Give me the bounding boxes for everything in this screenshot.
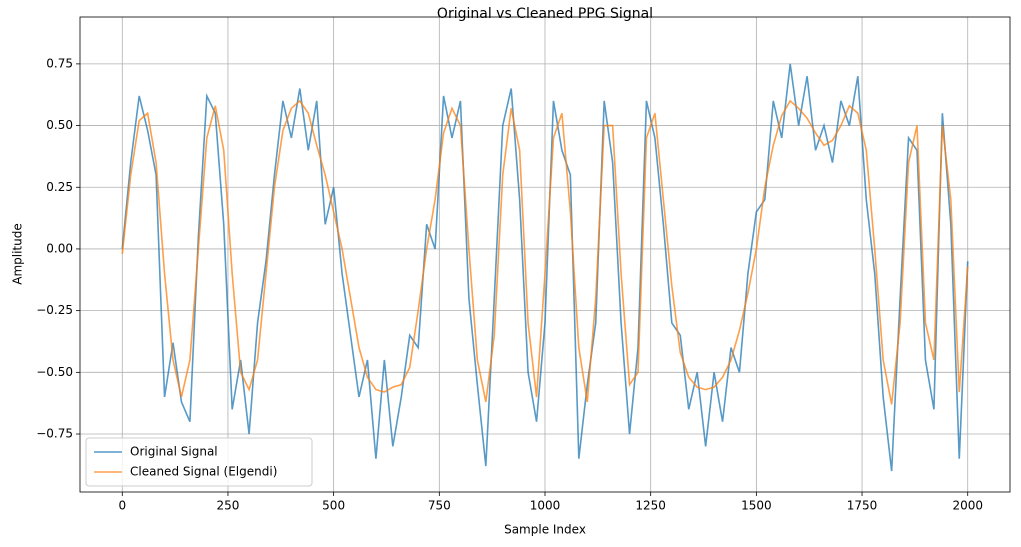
y-tick-label: 0.25 xyxy=(46,180,73,194)
x-tick-label: 750 xyxy=(428,499,451,513)
plot-frame xyxy=(79,16,1011,493)
x-tick-label: 250 xyxy=(217,499,240,513)
legend-label: Cleaned Signal (Elgendi) xyxy=(130,465,277,479)
y-tick-label: 0.50 xyxy=(46,118,73,132)
x-tick-label: 1500 xyxy=(741,499,772,513)
x-tick-label: 0 xyxy=(118,499,126,513)
series-line xyxy=(121,99,969,405)
y-axis-label: Amplitude xyxy=(11,223,25,285)
y-tick-label: 0.00 xyxy=(46,241,73,255)
x-tick-label: 500 xyxy=(322,499,345,513)
legend-label: Original Signal xyxy=(130,445,218,459)
x-tick-label: 1750 xyxy=(847,499,878,513)
series-line xyxy=(121,63,969,472)
y-tick-label: −0.75 xyxy=(36,427,73,441)
y-tick-label: −0.25 xyxy=(36,303,73,317)
x-tick-label: 2000 xyxy=(952,499,983,513)
x-tick-label: 1000 xyxy=(530,499,561,513)
chart-title: Original vs Cleaned PPG Signal xyxy=(437,6,653,22)
y-tick-label: 0.75 xyxy=(46,56,73,70)
x-axis-label: Sample Index xyxy=(504,523,586,537)
legend-box xyxy=(85,437,313,487)
x-tick-label: 1250 xyxy=(635,499,666,513)
y-tick-label: −0.50 xyxy=(36,365,73,379)
